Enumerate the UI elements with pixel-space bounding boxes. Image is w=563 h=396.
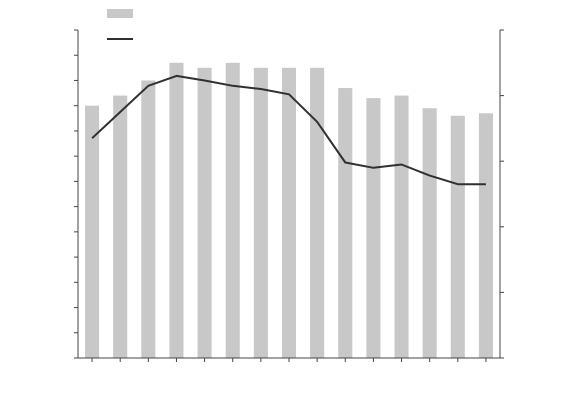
- bar: [366, 98, 381, 358]
- right-axis: [500, 29, 504, 359]
- bar: [113, 95, 128, 358]
- bar-series: [85, 62, 493, 359]
- bar: [478, 113, 493, 358]
- bar: [141, 80, 156, 358]
- bar: [225, 62, 240, 359]
- line-path: [91, 74, 486, 186]
- bar: [197, 67, 212, 358]
- bar: [85, 105, 100, 358]
- line-series: [91, 74, 486, 186]
- bar: [394, 95, 409, 358]
- bar: [281, 67, 297, 358]
- bar: [338, 88, 353, 359]
- bar: [422, 108, 437, 358]
- left-axis: [74, 29, 78, 359]
- x-axis: [91, 358, 487, 362]
- bar: [169, 62, 184, 359]
- bar: [253, 67, 268, 358]
- bar: [310, 67, 325, 358]
- bar: [450, 115, 465, 359]
- legend-swatch-bars: [107, 9, 133, 18]
- legend: [107, 9, 133, 40]
